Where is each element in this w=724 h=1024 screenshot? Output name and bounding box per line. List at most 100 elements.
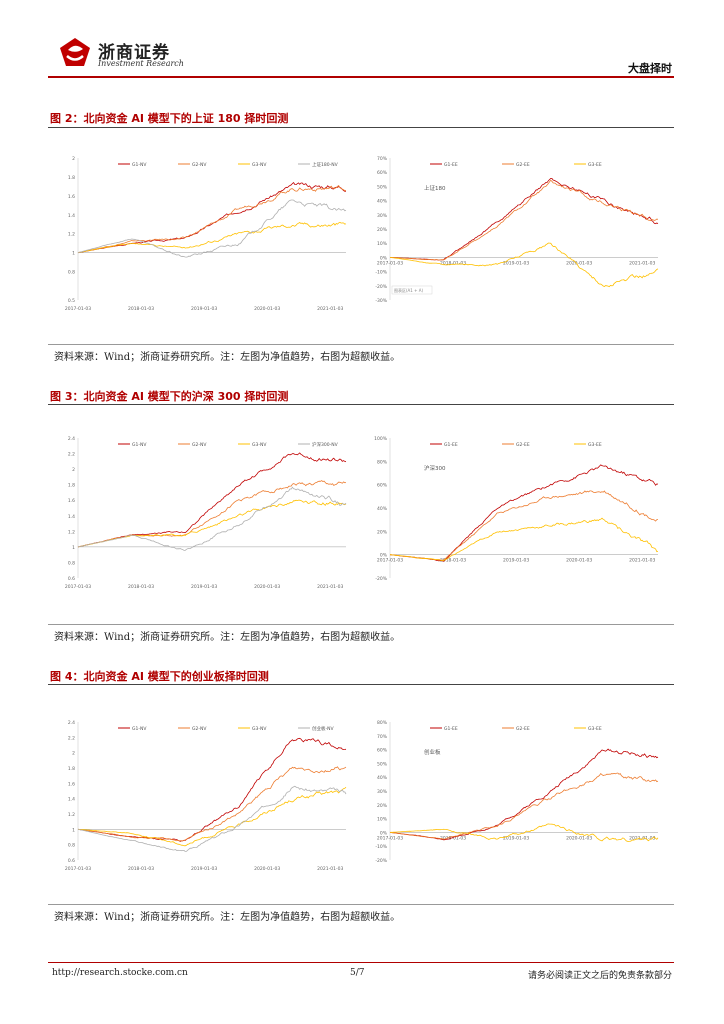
- legend-label: G1-NV: [132, 442, 147, 448]
- y-tick-label: 2: [72, 156, 75, 162]
- series-line-G1-NV: [77, 452, 347, 548]
- figure-4-bottom-rule: [48, 904, 674, 905]
- x-tick-label: 2021-01-03: [317, 306, 343, 312]
- y-tick-label: 100%: [374, 436, 388, 442]
- y-tick-label: 2.2: [68, 735, 75, 741]
- legend-label: G3-EE: [588, 726, 602, 732]
- y-tick-label: 0.6: [68, 858, 75, 864]
- figure-4-right-chart: 80% 70% 60% 50% 40% 30% 20% 10% 0% -10% -20% 2017-0…: [375, 720, 659, 864]
- x-tick-label: 2018-01-03: [128, 584, 154, 590]
- x-tick-label: 2020-01-03: [566, 835, 592, 841]
- y-tick-label: 0.8: [68, 843, 75, 849]
- y-tick-label: -10%: [375, 844, 387, 850]
- series-line-G2-NV: [77, 185, 347, 254]
- x-tick-label: 2019-01-03: [191, 584, 217, 590]
- x-tick-label: 2021-01-03: [629, 835, 655, 841]
- y-tick-label: 0%: [380, 255, 388, 261]
- y-tick-label: 1.6: [68, 781, 75, 787]
- y-tick-label: 1.2: [68, 232, 75, 238]
- legend-label: G3-NV: [252, 726, 267, 732]
- y-tick-label: 30%: [377, 213, 388, 219]
- y-tick-label: 1.8: [68, 175, 75, 181]
- x-tick-label: 2019-01-03: [503, 835, 529, 841]
- legend-label: G3-NV: [252, 162, 267, 168]
- legend-label: 沪深300-NV: [312, 441, 339, 448]
- y-tick-label: 10%: [377, 817, 388, 823]
- series-line-创业板-NV: [77, 785, 347, 852]
- series-line-上证180-NV: [77, 199, 347, 258]
- legend-label: G3-NV: [252, 442, 267, 448]
- y-tick-label: 1.6: [68, 194, 75, 200]
- y-tick-label: 0.6: [68, 576, 75, 582]
- footer-url[interactable]: http://research.stocke.com.cn: [52, 968, 188, 978]
- y-tick-label: 40%: [377, 775, 388, 781]
- figure-2-top-rule: [48, 127, 674, 128]
- figure-2-bottom-rule: [48, 344, 674, 345]
- y-tick-label: 2.2: [68, 452, 75, 458]
- y-tick-label: 20%: [377, 803, 388, 809]
- chart-note: 图表区(A1 + A): [394, 287, 423, 293]
- figure-4-title: 图 4：北向资金 AI 模型下的创业板择时回测: [50, 670, 269, 683]
- y-tick-label: 1: [72, 251, 75, 257]
- y-tick-label: 0.5: [68, 298, 75, 304]
- y-tick-label: 50%: [377, 184, 388, 190]
- series-line-G3-NV: [77, 499, 347, 548]
- series-line-G3-EE: [389, 242, 659, 288]
- y-tick-label: -30%: [375, 298, 387, 304]
- y-tick-label: -10%: [375, 270, 387, 276]
- x-tick-label: 2018-01-03: [128, 866, 154, 872]
- legend-label: G3-EE: [588, 162, 602, 168]
- figure-3-right-chart: 100% 80% 60% 40% 20% 0% -20% 2017-01-03 2018-01-…: [374, 436, 659, 582]
- legend-label: G2-NV: [192, 162, 207, 168]
- x-tick-label: 2018-01-03: [128, 306, 154, 312]
- x-tick-label: 2021-01-03: [629, 558, 655, 564]
- y-tick-label: 2.4: [68, 720, 75, 726]
- series-line-G1-EE: [389, 748, 659, 841]
- legend-label: G1-EE: [444, 726, 458, 732]
- x-tick-label: 2017-01-03: [377, 260, 403, 266]
- x-tick-label: 2021-01-03: [629, 260, 655, 266]
- y-tick-label: 50%: [377, 761, 388, 767]
- legend-label: G2-EE: [516, 442, 530, 448]
- y-tick-label: 80%: [377, 720, 388, 726]
- series-line-G3-NV: [77, 221, 347, 254]
- y-tick-label: 60%: [377, 170, 388, 176]
- series-line-G1-NV: [77, 737, 347, 842]
- y-tick-label: 0.8: [68, 560, 75, 566]
- y-tick-label: 0.8: [68, 270, 75, 276]
- x-tick-label: 2020-01-03: [254, 584, 280, 590]
- figure-2-title: 图 2：北向资金 AI 模型下的上证 180 择时回测: [50, 112, 289, 125]
- figure-3-bottom-rule: [48, 624, 674, 625]
- series-line-G2-NV: [77, 480, 347, 548]
- y-tick-label: 1.4: [68, 797, 75, 803]
- y-tick-label: 1: [72, 827, 75, 833]
- y-tick-label: 1: [72, 545, 75, 551]
- y-tick-label: 1.6: [68, 498, 75, 504]
- series-line-G2-EE: [389, 179, 659, 261]
- y-tick-label: 0%: [380, 830, 388, 836]
- legend-label: G2-NV: [192, 442, 207, 448]
- legend-label: G3-EE: [588, 442, 602, 448]
- y-tick-label: 2: [72, 751, 75, 757]
- figure-4-top-rule: [48, 684, 674, 685]
- y-tick-label: 1.4: [68, 213, 75, 219]
- figure-3-title: 图 3：北向资金 AI 模型下的沪深 300 择时回测: [50, 390, 289, 403]
- legend-label: G2-EE: [516, 162, 530, 168]
- figure-2-right-chart: 70% 60% 50% 40% 30% 20% 10% 0% -10% -20% -30% 2017-…: [375, 156, 659, 304]
- chart-inner-label: 创业板: [424, 748, 441, 756]
- y-tick-label: 20%: [377, 227, 388, 233]
- legend-label: G2-NV: [192, 726, 207, 732]
- figure-2-source: 资料来源：Wind；浙商证券研究所。注：左图为净值趋势，右图为超额收益。: [54, 352, 401, 363]
- y-tick-label: -20%: [375, 858, 387, 864]
- y-tick-label: 70%: [377, 156, 388, 162]
- chart-inner-label: 沪深300: [424, 464, 446, 472]
- y-tick-label: -20%: [375, 576, 387, 582]
- y-tick-label: 70%: [377, 734, 388, 740]
- legend-label: G2-EE: [516, 726, 530, 732]
- section-title: 大盘择时: [628, 62, 672, 75]
- y-tick-label: 30%: [377, 789, 388, 795]
- y-tick-label: 60%: [377, 748, 388, 754]
- x-tick-label: 2020-01-03: [254, 866, 280, 872]
- y-tick-label: -20%: [375, 284, 387, 290]
- y-tick-label: 1.8: [68, 766, 75, 772]
